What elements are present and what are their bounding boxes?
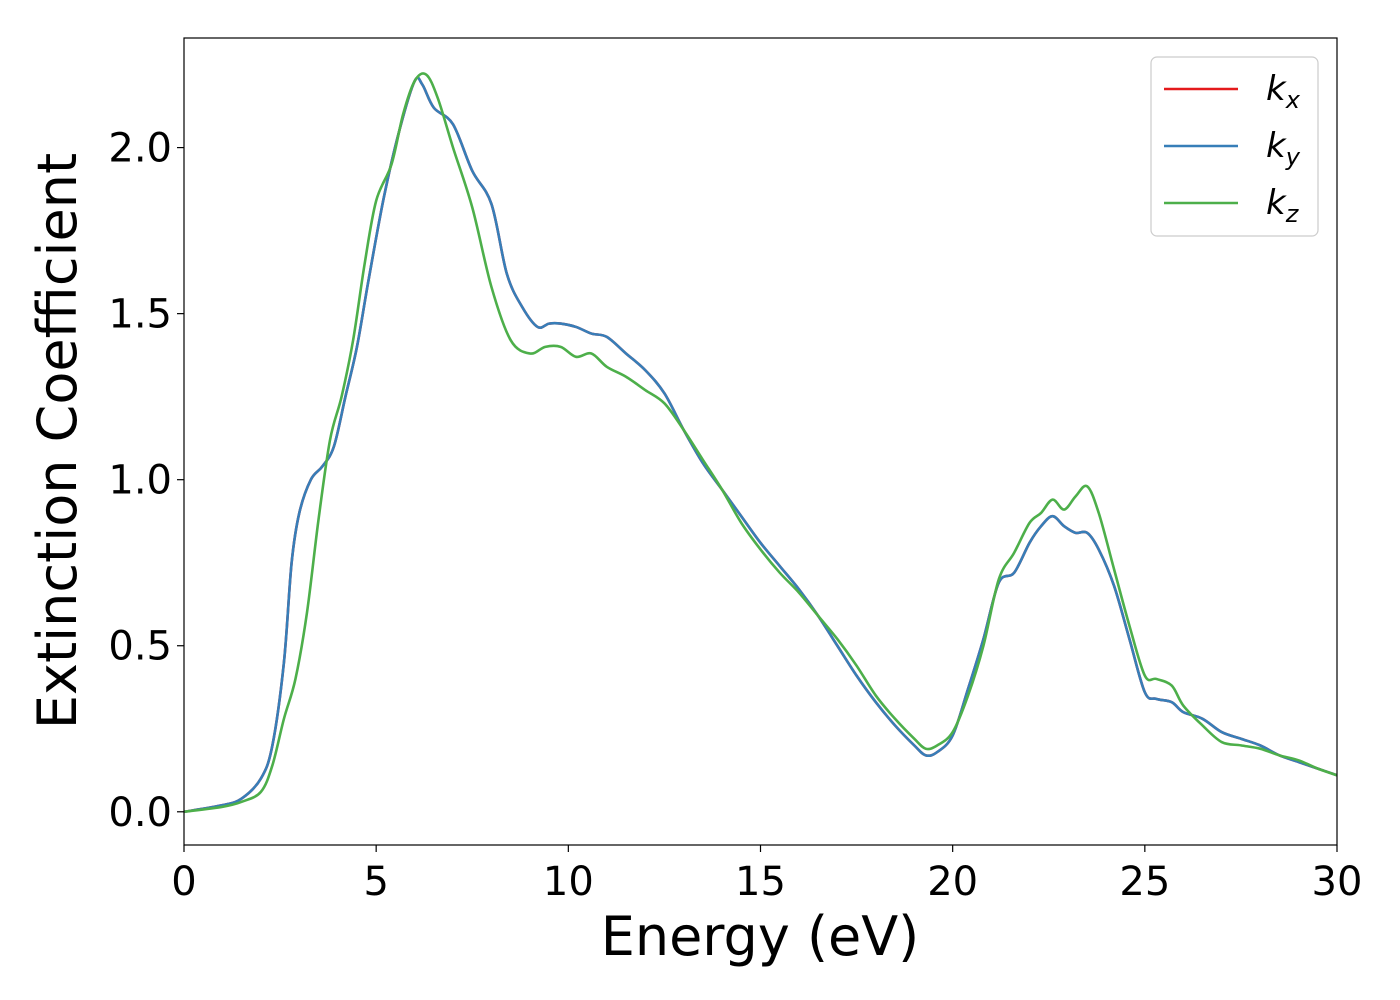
x-tick-label: 5 bbox=[363, 859, 388, 905]
y-tick-label: 1.5 bbox=[108, 292, 172, 338]
y-tick-label: 1.0 bbox=[108, 458, 172, 504]
legend-label-kz: kz bbox=[1266, 183, 1300, 228]
series-line-kz bbox=[183, 72, 1338, 814]
x-tick-label: 20 bbox=[927, 859, 978, 905]
legend-label-ky: ky bbox=[1266, 126, 1301, 171]
y-tick-label: 2.0 bbox=[108, 126, 172, 172]
series-layer bbox=[183, 72, 1338, 814]
y-tick-label: 0.0 bbox=[108, 790, 172, 836]
y-axis: 0.0 0.5 1.0 1.5 2.0 bbox=[108, 126, 184, 836]
x-axis: 0 5 10 15 20 25 30 bbox=[171, 845, 1362, 905]
series-line-ky bbox=[183, 76, 1338, 814]
legend: kx ky kz bbox=[1150, 56, 1319, 237]
x-tick-label: 0 bbox=[171, 859, 196, 905]
legend-label-kx: kx bbox=[1266, 69, 1301, 114]
x-tick-label: 25 bbox=[1119, 859, 1170, 905]
y-axis-label: Extinction Coefficient bbox=[26, 153, 89, 729]
x-tick-label: 30 bbox=[1312, 859, 1363, 905]
x-tick-label: 15 bbox=[735, 859, 786, 905]
x-tick-label: 10 bbox=[543, 859, 594, 905]
y-tick-label: 0.5 bbox=[108, 624, 172, 670]
x-axis-label: Energy (eV) bbox=[601, 905, 920, 968]
